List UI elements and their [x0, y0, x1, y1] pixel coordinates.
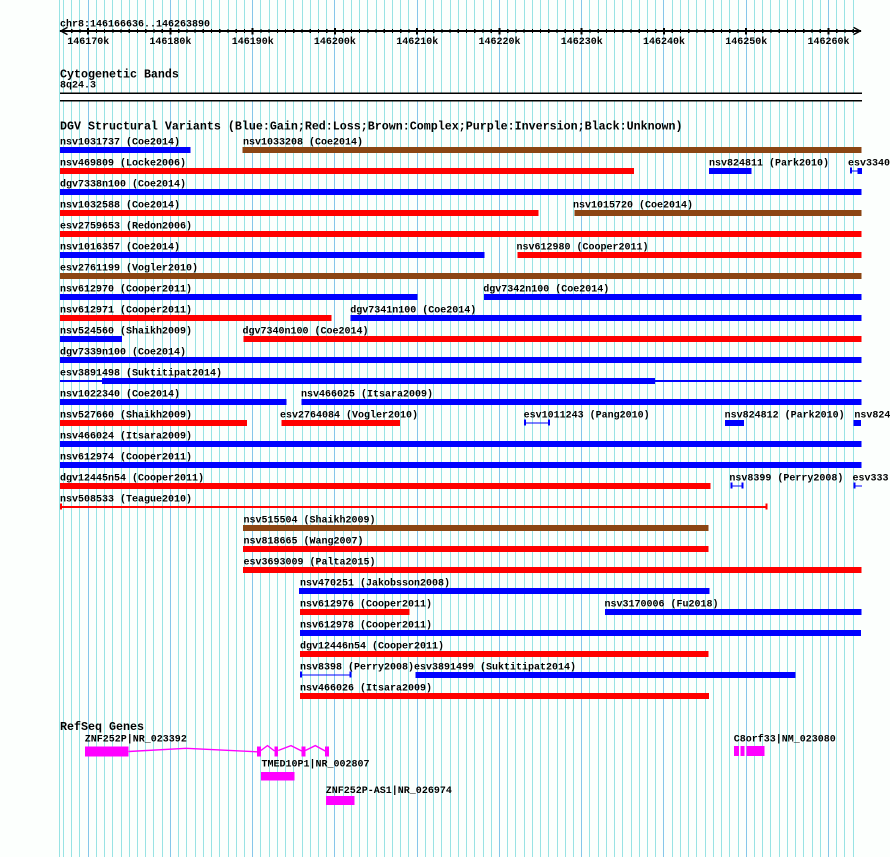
svg-text:esv2761199 (Vogler2010): esv2761199 (Vogler2010) [60, 263, 198, 275]
svg-text:8q24.3: 8q24.3 [60, 81, 96, 92]
svg-text:esv3693009 (Palta2015): esv3693009 (Palta2015) [244, 557, 376, 569]
svg-text:146210k: 146210k [396, 36, 438, 48]
svg-text:146190k: 146190k [232, 36, 274, 48]
svg-text:nsv527660 (Shaikh2009): nsv527660 (Shaikh2009) [60, 410, 192, 422]
svg-text:chr8:146166636..146263890: chr8:146166636..146263890 [60, 18, 210, 30]
svg-text:nsv508533 (Teague2010): nsv508533 (Teague2010) [60, 494, 192, 506]
svg-text:nsv1022340 (Coe2014): nsv1022340 (Coe2014) [60, 389, 180, 401]
svg-text:nsv8398 (Perry2008): nsv8398 (Perry2008) [300, 662, 414, 674]
svg-text:esv333: esv333 [853, 474, 889, 485]
svg-text:Cytogenetic Bands: Cytogenetic Bands [60, 67, 179, 81]
svg-text:146260k: 146260k [807, 36, 849, 48]
svg-text:esv33408: esv33408 [848, 159, 890, 170]
svg-text:nsv824: nsv824 [854, 411, 890, 422]
svg-text:146170k: 146170k [67, 36, 109, 48]
svg-text:dgv7338n100 (Coe2014): dgv7338n100 (Coe2014) [60, 179, 186, 191]
svg-text:RefSeq Genes: RefSeq Genes [60, 720, 144, 734]
svg-text:dgv7342n100 (Coe2014): dgv7342n100 (Coe2014) [483, 284, 609, 296]
svg-text:esv2759653 (Redon2006): esv2759653 (Redon2006) [60, 221, 192, 233]
svg-text:esv2764084 (Vogler2010): esv2764084 (Vogler2010) [280, 410, 418, 422]
svg-text:nsv466024 (Itsara2009): nsv466024 (Itsara2009) [60, 431, 192, 443]
svg-text:nsv466025 (Itsara2009): nsv466025 (Itsara2009) [301, 389, 433, 401]
svg-text:146200k: 146200k [314, 36, 356, 48]
svg-text:nsv612976 (Cooper2011): nsv612976 (Cooper2011) [300, 599, 432, 611]
svg-text:nsv612974 (Cooper2011): nsv612974 (Cooper2011) [60, 452, 192, 464]
svg-text:nsv524560 (Shaikh2009): nsv524560 (Shaikh2009) [60, 326, 192, 338]
svg-text:nsv612970 (Cooper2011): nsv612970 (Cooper2011) [60, 284, 192, 296]
svg-text:nsv612971 (Cooper2011): nsv612971 (Cooper2011) [60, 305, 192, 317]
svg-text:esv1011243 (Pang2010): esv1011243 (Pang2010) [524, 410, 650, 422]
svg-text:146180k: 146180k [149, 36, 191, 48]
svg-text:nsv1016357 (Coe2014): nsv1016357 (Coe2014) [60, 242, 180, 254]
svg-text:nsv818665 (Wang2007): nsv818665 (Wang2007) [244, 536, 364, 548]
svg-text:nsv1015720 (Coe2014): nsv1015720 (Coe2014) [573, 200, 693, 212]
svg-text:146230k: 146230k [561, 36, 603, 48]
svg-text:dgv7341n100 (Coe2014): dgv7341n100 (Coe2014) [350, 305, 476, 317]
svg-text:146220k: 146220k [478, 36, 520, 48]
svg-text:C8orf33|NM_023080: C8orf33|NM_023080 [734, 733, 836, 745]
svg-text:nsv824811 (Park2010): nsv824811 (Park2010) [709, 158, 829, 170]
svg-text:nsv1032588 (Coe2014): nsv1032588 (Coe2014) [60, 200, 180, 212]
svg-text:nsv824812 (Park2010): nsv824812 (Park2010) [725, 410, 845, 422]
svg-text:dgv12445n54 (Cooper2011): dgv12445n54 (Cooper2011) [60, 473, 204, 485]
svg-text:ZNF252P-AS1|NR_026974: ZNF252P-AS1|NR_026974 [326, 785, 452, 797]
svg-text:nsv612978 (Cooper2011): nsv612978 (Cooper2011) [300, 620, 432, 632]
svg-text:nsv1033208 (Coe2014): nsv1033208 (Coe2014) [243, 137, 363, 149]
svg-text:nsv3170006 (Fu2018): nsv3170006 (Fu2018) [605, 599, 719, 611]
svg-text:nsv469809 (Locke2006): nsv469809 (Locke2006) [60, 158, 186, 170]
svg-text:nsv466026 (Itsara2009): nsv466026 (Itsara2009) [300, 683, 432, 695]
svg-text:dgv7339n100 (Coe2014): dgv7339n100 (Coe2014) [60, 347, 186, 359]
svg-text:dgv12446n54 (Cooper2011): dgv12446n54 (Cooper2011) [300, 641, 444, 653]
svg-text:146240k: 146240k [643, 36, 685, 48]
svg-text:nsv515504 (Shaikh2009): nsv515504 (Shaikh2009) [244, 515, 376, 527]
svg-text:dgv7340n100 (Coe2014): dgv7340n100 (Coe2014) [243, 326, 369, 338]
svg-text:nsv470251 (Jakobsson2008): nsv470251 (Jakobsson2008) [300, 578, 450, 590]
svg-text:esv3891498 (Suktitipat2014): esv3891498 (Suktitipat2014) [60, 368, 222, 380]
svg-text:nsv612980 (Cooper2011): nsv612980 (Cooper2011) [517, 242, 649, 254]
svg-text:TMED10P1|NR_002807: TMED10P1|NR_002807 [262, 758, 370, 770]
svg-text:nsv1031737 (Coe2014): nsv1031737 (Coe2014) [60, 137, 180, 149]
svg-text:DGV Structural Variants (Blue:: DGV Structural Variants (Blue:Gain;Red:L… [60, 120, 683, 134]
svg-text:146250k: 146250k [725, 36, 767, 48]
svg-text:esv3891499 (Suktitipat2014): esv3891499 (Suktitipat2014) [414, 662, 576, 674]
svg-text:nsv8399 (Perry2008): nsv8399 (Perry2008) [729, 473, 843, 485]
svg-text:ZNF252P|NR_023392: ZNF252P|NR_023392 [85, 733, 187, 745]
